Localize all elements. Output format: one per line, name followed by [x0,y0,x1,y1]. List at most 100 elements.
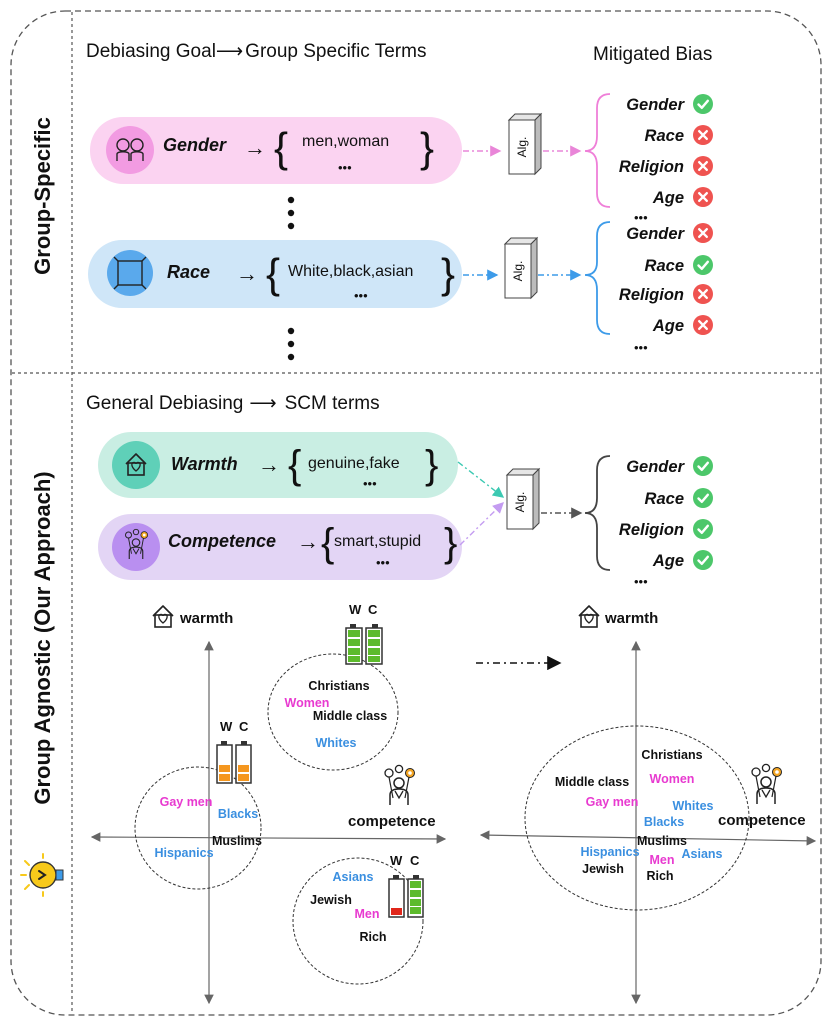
algorithm-box: Alg. [503,236,539,300]
bias-label-race: Race [645,490,684,508]
svg-text:W: W [390,853,403,868]
brace-black [584,455,611,571]
cross-icon [691,154,715,178]
pill-competence-more: ••• [376,555,390,570]
group-label: Whites [316,736,357,750]
arrow-teal [457,461,505,498]
group-label: Asians [333,870,374,884]
right-plot-x-axis [479,830,817,846]
group-label: Whites [673,799,714,813]
bias-label-race: Race [645,257,684,275]
pill-warmth-more: ••• [363,476,377,491]
pill-gender-terms: men,woman [302,133,389,150]
group-label: Middle class [313,709,387,723]
brace-pink [584,93,611,208]
bias-label-religion: Religion [619,286,684,304]
cluster-circle-top [267,653,399,771]
group-label: Hispanics [154,846,213,860]
pill-warmth: Warmth → { genuine,fake ••• } [98,432,458,498]
ellipsis-vertical [287,196,295,230]
group-label: Asians [682,847,723,861]
pill-warmth-terms: genuine,fake [308,455,400,472]
pill-race-terms: White,black,asian [288,263,413,280]
algorithm-box: Alg. [507,112,543,176]
pill-race: Race → { White,black,asian ••• } [88,240,462,308]
house-heart-icon [578,605,600,628]
cluster-circle-left [134,766,262,890]
mitigated-bias-heading: Mitigated Bias [593,44,712,65]
more-ellipsis: ••• [634,210,648,225]
mitigated-bias-list-bottom: Gender Race Religion Age [619,454,715,572]
group-label: Muslims [212,834,262,848]
battery-warmth-competence-orange: W C [216,719,252,784]
brace-open: { [321,521,334,565]
pill-competence-terms: smart,stupid [334,533,421,550]
lightbulb-icon [20,853,64,897]
check-icon [691,486,715,510]
outer-frame [10,10,822,1016]
cross-icon [691,221,715,245]
check-icon [691,92,715,116]
group-label: Gay men [586,795,639,809]
brace-close: } [444,521,457,565]
algorithm-box: Alg. [505,467,541,531]
group-label: Men [650,853,675,867]
cluster-circle-merged [524,725,750,911]
svg-text:Alg.: Alg. [511,261,525,282]
brace-close: } [425,443,438,487]
bias-label-gender: Gender [626,96,685,114]
right-warmth-label: warmth [604,610,658,627]
bias-label-gender: Gender [626,458,685,476]
brace-blue [584,221,611,335]
cross-icon [691,185,715,209]
cross-icon [691,313,715,337]
bias-label-race: Race [645,127,684,145]
section-label-group-agnostic: Group Agnostic (Our Approach) [30,471,55,804]
group-label: Women [650,772,695,786]
brace-open: { [288,443,301,487]
group-label: Women [285,696,330,710]
mitigated-bias-list-top: Gender Race Religion Age Gender Race Religion A… [619,92,715,337]
check-icon [691,517,715,541]
svg-text:Alg.: Alg. [513,492,527,513]
pill-race-arrow: → [236,261,258,286]
svg-text:W: W [349,602,362,617]
group-label: Jewish [310,893,352,907]
bias-label-religion: Religion [619,521,684,539]
competence-person-icon [751,763,783,805]
competence-icon [112,523,160,571]
bias-label-age: Age [652,552,684,570]
brace-open: { [266,250,280,297]
pill-warmth-label: Warmth [171,454,238,474]
pill-competence: Competence → { smart,stupid ••• } [98,514,462,580]
svg-text:Alg.: Alg. [515,137,529,158]
group-label: Rich [646,869,673,883]
ellipsis-vertical [287,327,295,361]
bottom-heading: General Debiasing ⟶ SCM terms [86,393,380,414]
svg-text:C: C [410,853,420,868]
house-heart-icon [112,441,160,489]
left-plot-x-axis [90,832,447,844]
left-competence-label: competence [348,813,436,830]
group-label: Christians [641,748,702,762]
check-icon [691,454,715,478]
group-label: Middle class [555,775,629,789]
cross-icon [691,123,715,147]
pill-gender-more: ••• [338,160,352,175]
svg-text:C: C [239,719,249,734]
pill-gender: Gender → { men,woman ••• } [90,117,462,184]
brace-close: } [441,250,455,297]
bias-label-age: Age [652,189,684,207]
left-warmth-label: warmth [179,610,233,627]
check-icon [691,548,715,572]
right-competence-label: competence [718,812,806,829]
group-label: Christians [308,679,369,693]
svg-text:W: W [220,719,233,734]
house-heart-icon [152,605,174,628]
bias-label-age: Age [652,317,684,335]
group-label: Men [355,907,380,921]
pill-competence-label: Competence [168,531,276,551]
